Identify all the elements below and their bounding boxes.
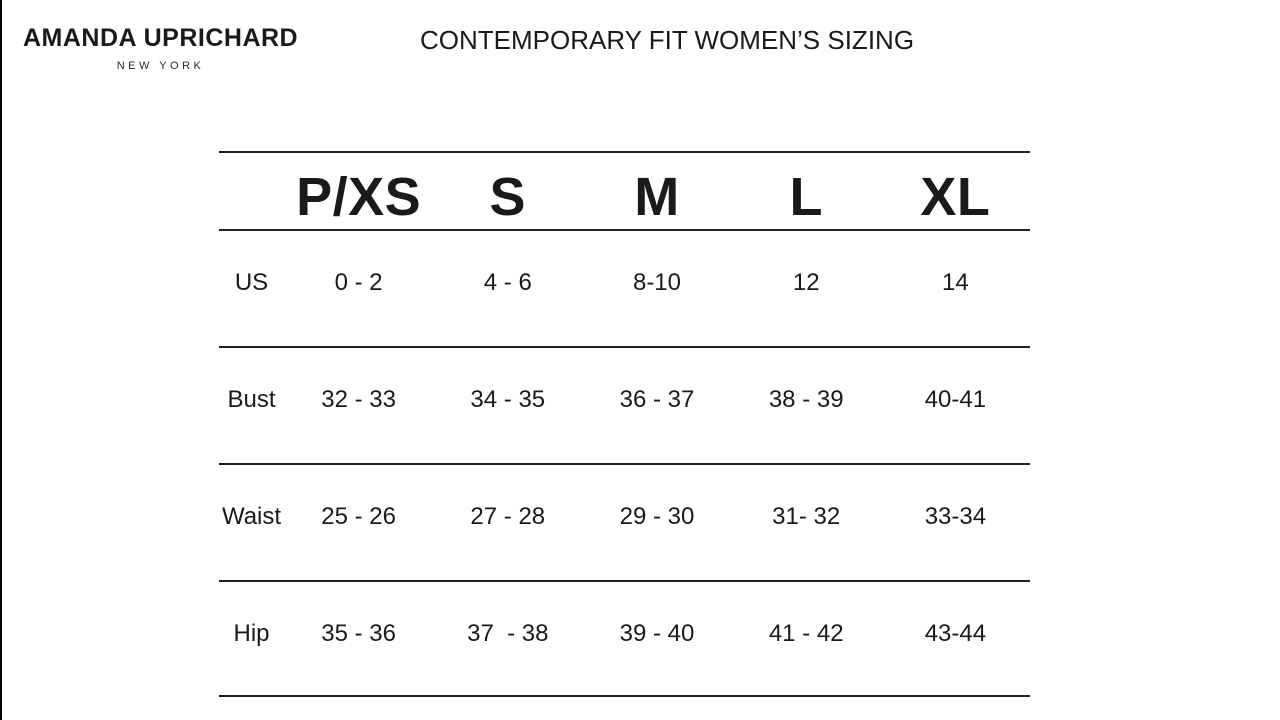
size-cell: 40-41 (924, 386, 987, 413)
row-label: US (234, 269, 269, 296)
column-header-xl: XL (920, 167, 991, 227)
size-cell: 32 - 33 (321, 386, 396, 413)
size-cell: 33-34 (924, 503, 987, 530)
table-row-hip: Hip 35 - 36 37 - 38 39 - 40 41 - 42 43-4… (219, 582, 1030, 695)
row-label: Hip (233, 620, 270, 647)
column-header-l: L (789, 167, 823, 227)
size-cell: 12 (792, 269, 820, 296)
row-label: Bust (227, 386, 276, 413)
size-cell: 31- 32 (772, 503, 841, 530)
size-cell: 25 - 26 (321, 503, 396, 530)
brand-city: NEW YORK (116, 59, 205, 72)
table-row-us: US 0 - 2 4 - 6 8-10 12 14 (219, 231, 1030, 348)
size-cell: 14 (942, 269, 969, 296)
size-cell: 39 - 40 (619, 620, 695, 647)
corner-cell (219, 153, 284, 229)
size-cell: 29 - 30 (619, 503, 695, 530)
column-header-s: S (489, 167, 527, 227)
size-cell: 0 - 2 (334, 269, 383, 296)
size-header-row: P/XS S M L XL (219, 153, 1030, 231)
size-cell: 8-10 (632, 269, 682, 296)
brand-name: AMANDA UPRICHARD (23, 24, 299, 52)
column-header-pxs: P/XS (296, 167, 422, 227)
page-title: CONTEMPORARY FIT WOMEN’S SIZING (420, 25, 915, 55)
column-header-m: M (634, 167, 680, 227)
size-cell: 34 - 35 (470, 386, 546, 413)
size-cell: 35 - 36 (321, 620, 396, 647)
size-cell: 38 - 39 (768, 386, 844, 413)
size-chart-table: P/XS S M L XL US 0 - 2 4 - 6 8-10 12 14 … (219, 151, 1030, 697)
table-row-waist: Waist 25 - 26 27 - 28 29 - 30 31- 32 33-… (219, 465, 1030, 582)
brand-logo: AMANDA UPRICHARD NEW YORK (23, 24, 299, 72)
size-cell: 27 - 28 (470, 503, 546, 530)
size-cell: 43-44 (924, 620, 987, 647)
left-edge-artifact-line (0, 0, 2, 720)
row-label: Waist (221, 503, 282, 530)
table-row-bust: Bust 32 - 33 34 - 35 36 - 37 38 - 39 40-… (219, 348, 1030, 465)
size-cell: 4 - 6 (483, 269, 532, 296)
size-cell: 41 - 42 (768, 620, 844, 647)
size-cell: 36 - 37 (619, 386, 695, 413)
size-cell: 37 - 38 (467, 620, 549, 647)
